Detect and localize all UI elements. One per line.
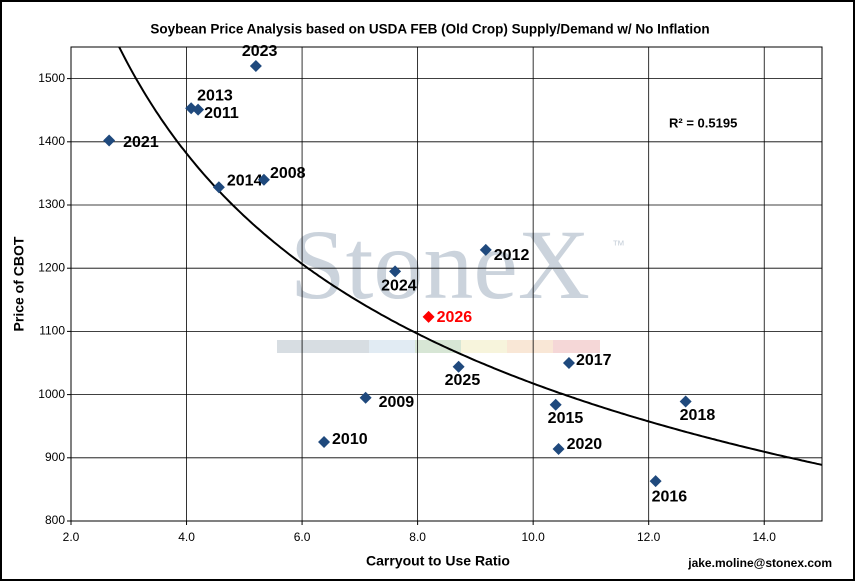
y-axis-label: Price of CBOT: [11, 236, 27, 331]
annotation: R² = 0.5195: [669, 115, 737, 130]
y-tick-label: 1400: [38, 134, 65, 148]
watermark-strip: [277, 340, 600, 353]
x-tick-label: 12.0: [637, 530, 661, 544]
x-tick-label: 14.0: [753, 530, 777, 544]
point: [649, 475, 662, 488]
plot-border: [70, 46, 823, 522]
point: [479, 243, 492, 256]
watermark: StoneX: [290, 209, 590, 320]
point-label: 2024: [381, 278, 417, 295]
point: [452, 360, 465, 373]
point: [562, 357, 575, 369]
point-label: 2012: [494, 247, 530, 264]
y-tick-label: 1000: [38, 387, 65, 401]
point: [103, 134, 116, 147]
point-label: 2013: [197, 88, 233, 105]
point: [359, 391, 372, 404]
y-tick-label: 1300: [38, 197, 65, 211]
point: [422, 310, 435, 323]
y-tick-label: 1100: [39, 324, 65, 338]
point-label: 2020: [567, 436, 603, 453]
point-label: 2026: [437, 309, 473, 326]
point: [552, 442, 565, 455]
point-label: 2008: [270, 165, 306, 182]
trendline: [118, 47, 822, 466]
y-tick-label: 1500: [38, 71, 65, 85]
point-label: 2018: [680, 407, 716, 424]
point: [549, 398, 562, 411]
x-tick-label: 8.0: [409, 530, 426, 544]
point: [679, 395, 692, 408]
y-tick-label: 800: [45, 513, 65, 527]
point-label: 2016: [652, 488, 688, 505]
credit: jake.moline@stonex.com: [687, 556, 832, 570]
point-label: 2015: [548, 410, 584, 427]
point-label: 2025: [445, 372, 481, 389]
point: [212, 181, 225, 194]
point-label: 2021: [123, 134, 159, 151]
x-tick-label: 2.0: [63, 530, 80, 544]
y-tick-label: 900: [45, 450, 65, 464]
x-tick-label: 6.0: [294, 530, 311, 544]
watermark-mark: ™: [612, 237, 625, 252]
y-tick-label: 1200: [38, 260, 65, 274]
point: [318, 436, 331, 448]
point: [192, 103, 205, 116]
point-label: 2010: [332, 431, 368, 448]
point-label: 2023: [242, 43, 278, 60]
point: [389, 265, 402, 278]
point: [257, 173, 270, 186]
chart-title: Soybean Price Analysis based on USDA FEB…: [150, 22, 709, 37]
point-label: 2014: [227, 173, 263, 190]
point: [249, 59, 262, 72]
x-tick-label: 4.0: [178, 530, 195, 544]
x-axis-label: Carryout to Use Ratio: [366, 553, 510, 569]
x-tick-label: 10.0: [521, 530, 545, 544]
point-label: 2011: [204, 105, 239, 122]
point-label: 2009: [379, 394, 415, 411]
point-label: 2017: [576, 352, 612, 369]
